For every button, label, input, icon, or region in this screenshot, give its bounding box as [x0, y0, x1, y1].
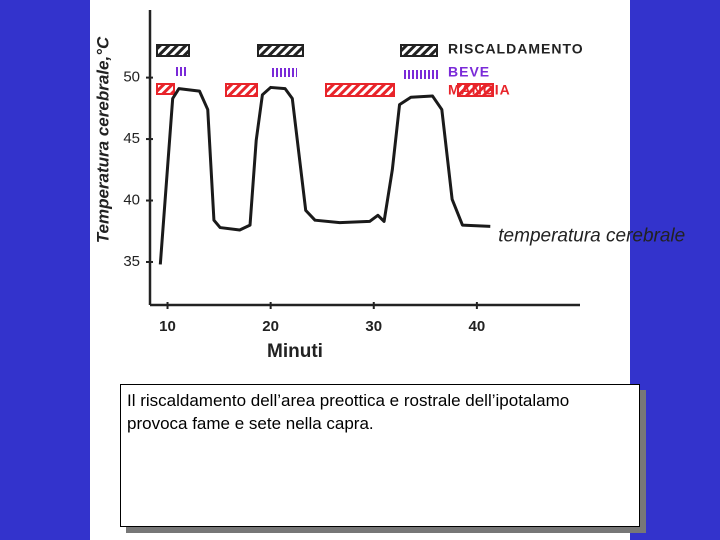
- chart: Minuti Temperatura cerebrale,°C 35 40 45 50…: [93, 10, 685, 362]
- x-tick-label: 40: [469, 318, 486, 335]
- event-bars: [156, 44, 494, 97]
- y-tick-label: 45: [123, 130, 140, 147]
- event-label: MANGIA: [448, 82, 511, 98]
- y-tick-label: 50: [123, 69, 140, 86]
- event-label: BEVE: [448, 64, 490, 80]
- x-tick-label: 30: [365, 318, 382, 335]
- temperature-line: [158, 85, 491, 265]
- x-tick-label: 10: [159, 318, 176, 335]
- y-tick-label: 40: [123, 191, 140, 208]
- y-tick-label: 35: [123, 253, 140, 270]
- line-label: temperatura cerebrale: [498, 225, 685, 246]
- x-axis-label: Minuti: [267, 341, 323, 362]
- x-tick-label: 20: [262, 318, 279, 335]
- y-axis-label: Temperatura cerebrale,°C: [93, 36, 112, 243]
- event-label: RISCALDAMENTO: [448, 41, 584, 57]
- caption: Il riscaldamento dell’area preottica e r…: [120, 384, 640, 527]
